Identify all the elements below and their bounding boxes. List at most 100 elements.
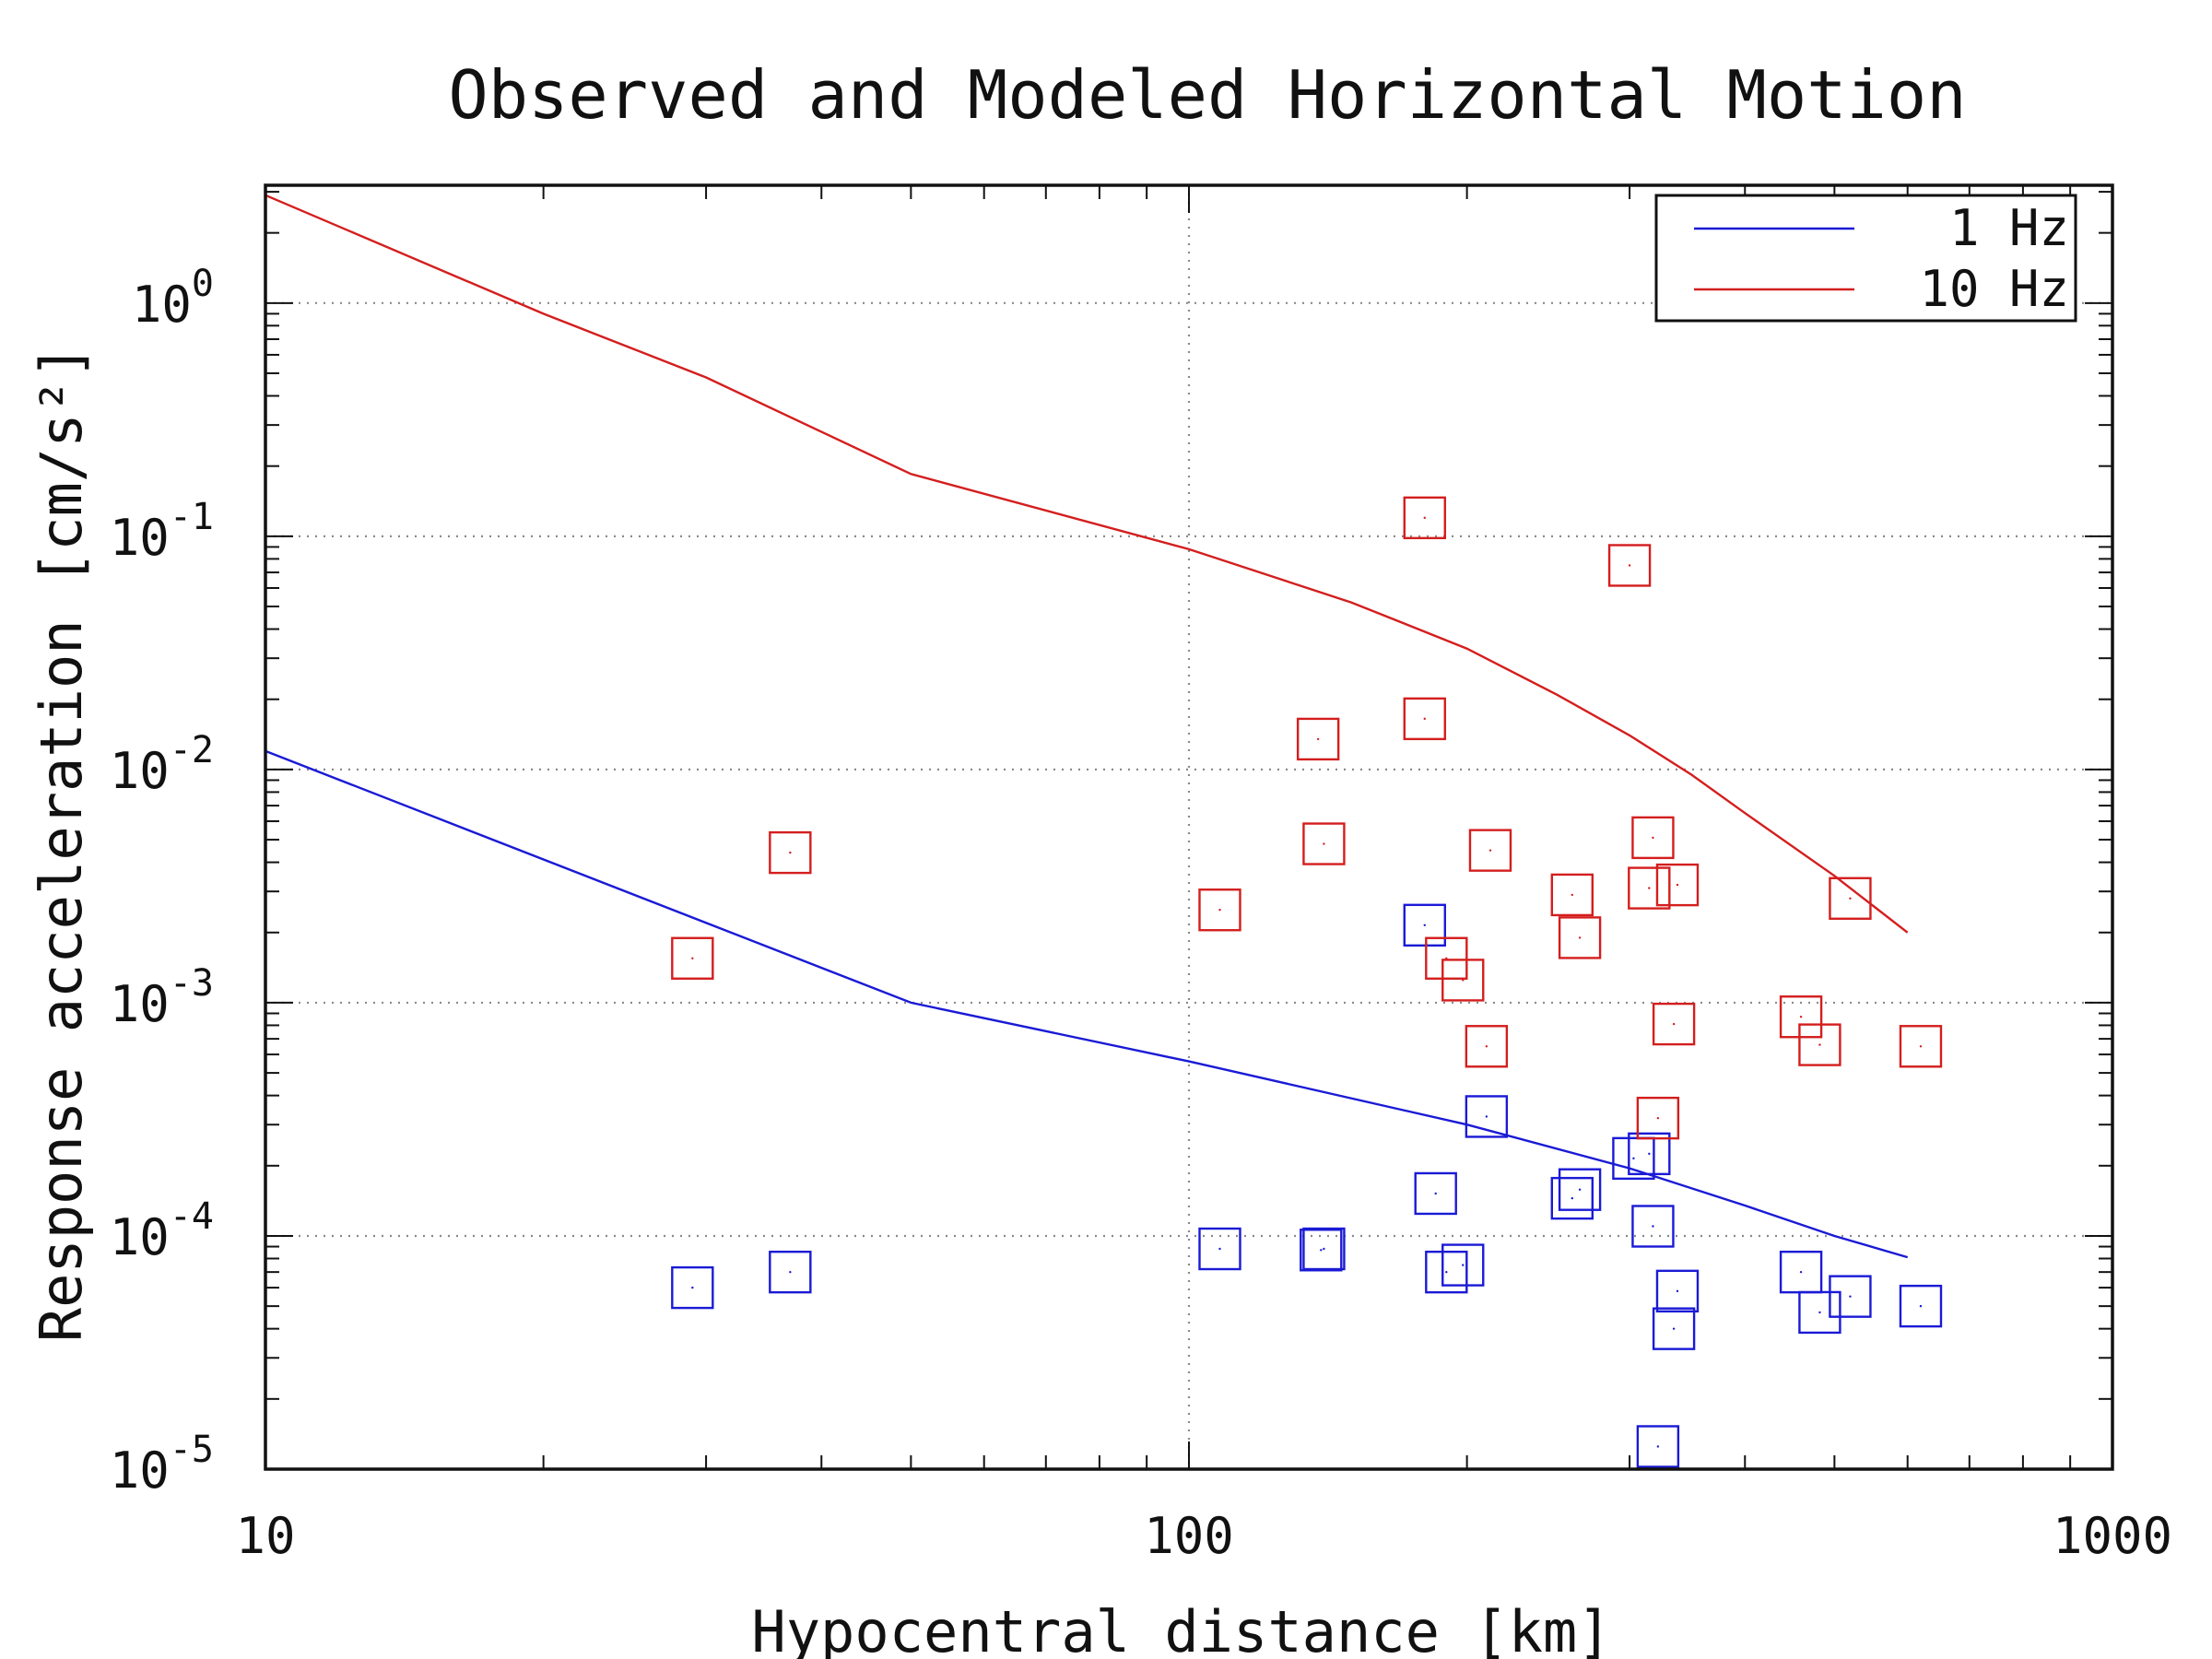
observed-point-dot-1-hz <box>1578 1188 1582 1191</box>
observed-point-1-hz <box>1403 903 1446 947</box>
observed-point-1-hz <box>1655 1269 1700 1313</box>
observed-point-dot-1-hz <box>1323 1247 1325 1251</box>
y-tick-label: 10-4 <box>110 1195 214 1266</box>
y-tick-label: 10-3 <box>110 962 214 1033</box>
observed-point-dot-10-hz <box>691 957 694 959</box>
observed-point-dot-1-hz <box>1919 1304 1923 1308</box>
observed-point-dot-10-hz <box>1676 883 1679 887</box>
x-tick-label: 100 <box>1144 1507 1234 1565</box>
observed-point-dot-1-hz <box>1218 1247 1221 1251</box>
plot-frame <box>264 183 2114 1471</box>
observed-point-dot-10-hz <box>1488 849 1492 852</box>
observed-point-dot-1-hz <box>1799 1270 1803 1274</box>
observed-point-10-hz <box>1628 866 1671 910</box>
y-axis-label: Response acceleration [cm/s²] <box>28 345 95 1343</box>
observed-point-1-hz <box>769 1250 812 1294</box>
observed-point-dot-10-hz <box>1316 737 1320 741</box>
observed-point-1-hz <box>1636 1425 1680 1468</box>
observed-point-dot-1-hz <box>1672 1327 1676 1330</box>
observed-point-1-hz <box>1652 1307 1696 1350</box>
observed-point-dot-1-hz <box>1434 1192 1437 1195</box>
observed-point-1-hz <box>671 1265 714 1310</box>
observed-point-10-hz <box>1403 697 1446 741</box>
observed-point-1-hz <box>1414 1171 1457 1216</box>
observed-point-10-hz <box>1636 1096 1680 1140</box>
observed-point-dot-1-hz <box>1652 1225 1654 1228</box>
observed-point-10-hz <box>1899 1025 1943 1068</box>
observed-point-dot-10-hz <box>1656 1116 1660 1120</box>
observed-point-dot-10-hz <box>1818 1043 1821 1046</box>
y-tick-label: 10-5 <box>110 1429 214 1500</box>
observed-point-10-hz <box>1652 1002 1696 1046</box>
observed-point-dot-1-hz <box>1676 1289 1679 1293</box>
observed-point-1-hz <box>1302 1227 1346 1271</box>
observed-point-dot-10-hz <box>1218 909 1221 912</box>
x-tick-label: 10 <box>235 1507 295 1565</box>
observed-point-10-hz <box>1302 822 1346 865</box>
observed-point-10-hz <box>1441 959 1485 1002</box>
observed-point-dot-10-hz <box>1571 893 1574 897</box>
legend-box <box>1654 194 2077 323</box>
observed-point-1-hz <box>1550 1176 1594 1220</box>
y-tick-label: 10-1 <box>110 496 214 567</box>
observed-point-1-hz <box>1631 1205 1675 1248</box>
observed-point-dot-10-hz <box>1628 564 1631 567</box>
observed-point-10-hz <box>1198 888 1241 932</box>
y-tick-label: 10-2 <box>110 729 214 800</box>
observed-point-dot-10-hz <box>789 851 792 854</box>
series-1-hz <box>265 749 1943 1468</box>
observed-point-dot-1-hz <box>1445 1270 1448 1274</box>
observed-point-dot-10-hz <box>1849 897 1852 900</box>
observed-point-dot-10-hz <box>1578 936 1582 939</box>
observed-point-10-hz <box>1468 829 1512 872</box>
observed-point-dot-10-hz <box>1423 717 1426 721</box>
observed-point-10-hz <box>1550 873 1594 917</box>
observed-point-dot-1-hz <box>1849 1295 1852 1298</box>
observed-point-10-hz <box>1655 863 1700 907</box>
observed-point-dot-10-hz <box>1462 979 1465 982</box>
observed-point-dot-10-hz <box>1799 1016 1803 1018</box>
y-tick-label: 100 <box>132 263 214 334</box>
observed-point-1-hz <box>1829 1275 1872 1318</box>
observed-point-dot-10-hz <box>1652 836 1654 840</box>
observed-point-10-hz <box>1465 1025 1509 1068</box>
observed-point-10-hz <box>1296 717 1340 761</box>
observed-point-dot-1-hz <box>1632 1157 1635 1160</box>
observed-point-dot-1-hz <box>1320 1249 1323 1252</box>
observed-point-dot-10-hz <box>1323 842 1325 845</box>
observed-point-1-hz <box>1628 1132 1671 1176</box>
observed-point-1-hz <box>1441 1243 1485 1287</box>
observed-point-10-hz <box>1425 936 1468 980</box>
x-axis-label: Hypocentral distance [km] <box>751 1598 1611 1659</box>
model-line-1-hz <box>265 749 1909 1259</box>
observed-point-dot-1-hz <box>1485 1115 1488 1118</box>
chart-title: Observed and Modeled Horizontal Motion <box>448 56 1966 134</box>
observed-point-1-hz <box>1300 1229 1343 1272</box>
observed-point-10-hz <box>1607 544 1652 587</box>
observed-point-dot-10-hz <box>1423 516 1426 520</box>
observed-point-1-hz <box>1899 1284 1943 1328</box>
observed-point-1-hz <box>1798 1290 1841 1335</box>
observed-point-1-hz <box>1558 1168 1602 1211</box>
legend-label-1-hz: 1 Hz <box>1949 199 2069 257</box>
observed-point-dot-1-hz <box>789 1270 792 1274</box>
observed-point-dot-10-hz <box>1648 887 1651 889</box>
observed-point-1-hz <box>1198 1227 1241 1271</box>
legend-label-10-hz: 10 Hz <box>1919 260 2069 318</box>
series-10-hz <box>265 194 1943 1140</box>
observed-point-1-hz <box>1425 1250 1468 1294</box>
observed-point-10-hz <box>1829 877 1872 920</box>
observed-point-dot-1-hz <box>1462 1264 1465 1266</box>
observed-point-dot-1-hz <box>1656 1445 1660 1448</box>
observed-point-dot-1-hz <box>1648 1152 1651 1156</box>
observed-point-dot-10-hz <box>1485 1045 1488 1048</box>
observed-point-10-hz <box>1403 496 1446 540</box>
observed-point-1-hz <box>1465 1095 1509 1138</box>
observed-point-dot-10-hz <box>1919 1045 1923 1048</box>
model-line-10-hz <box>265 194 1909 934</box>
observed-point-dot-1-hz <box>1818 1311 1821 1314</box>
tick-labels: 100 10-1 10-2 10-3 10-4 10-5 10 100 1000 <box>110 263 2172 1565</box>
